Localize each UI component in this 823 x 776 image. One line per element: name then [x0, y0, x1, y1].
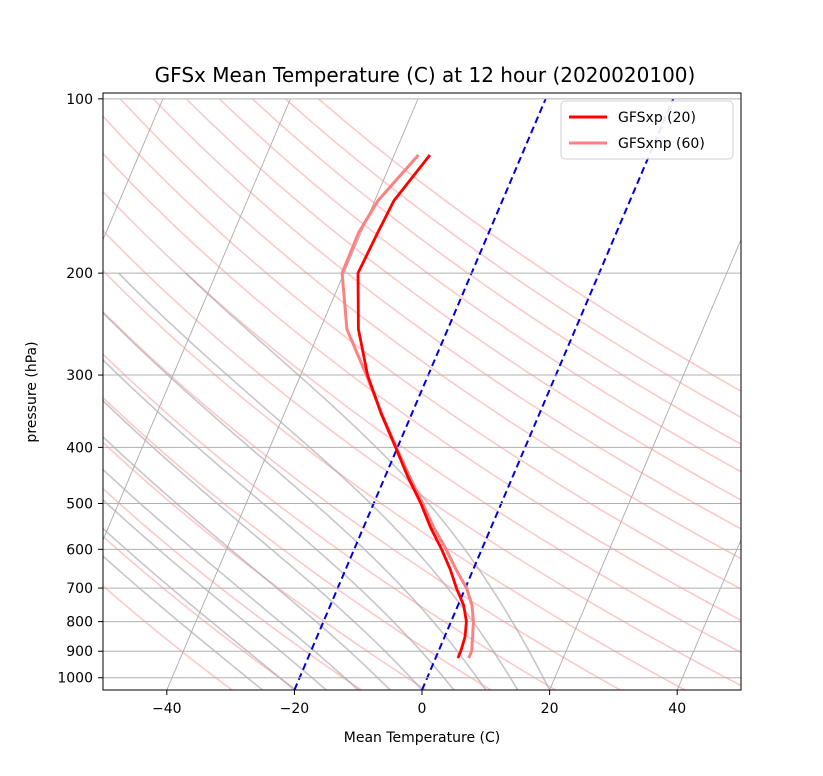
y-tick-label: 800: [66, 615, 93, 631]
x-tick-label: 20: [541, 701, 559, 717]
dry-adiabat-line: [251, 98, 741, 446]
x-tick-label: 0: [418, 701, 427, 717]
dry-adiabat-line: [103, 487, 362, 690]
dry-adiabat-line: [103, 310, 621, 690]
dry-adiabat-line: [103, 353, 556, 690]
x-tick-label: 40: [668, 701, 686, 717]
data-series: [340, 154, 475, 659]
x-tick-label: −20: [280, 701, 310, 717]
isotherm-line: [676, 538, 741, 690]
dry-adiabat-line: [218, 98, 741, 473]
y-tick-label: 300: [66, 368, 93, 384]
moist-adiabat-line: [185, 272, 551, 690]
isotherm-line: [103, 98, 291, 542]
moist-adiabat-line: [103, 399, 423, 690]
highlight-isotherm-line: [293, 98, 547, 690]
isotherm-line: [549, 238, 741, 690]
dry-adiabat-line: [152, 98, 741, 530]
series-line-2: [340, 154, 475, 659]
moist-adiabat-line: [103, 555, 263, 690]
moist-adiabat-line: [103, 468, 359, 690]
dry-adiabat-line: [103, 229, 741, 687]
moist-adiabat-line: [103, 527, 295, 690]
dry-adiabat-line: [284, 98, 741, 419]
y-tick-label: 500: [66, 496, 93, 512]
dry-adiabat-line: [103, 535, 298, 690]
dry-adiabat-line: [103, 441, 427, 690]
y-tick-label: 600: [66, 542, 93, 558]
dry-adiabat-line: [317, 98, 741, 393]
moist-adiabat-line: [103, 435, 391, 690]
y-tick-label: 900: [66, 644, 93, 660]
y-axis-label: pressure (hPa): [24, 341, 40, 442]
legend-label-1: GFSxp (20): [618, 110, 696, 126]
dry-adiabat-line: [103, 152, 741, 622]
y-tick-label: 100: [66, 92, 93, 108]
dry-adiabat-line: [103, 190, 741, 654]
x-axis-label: Mean Temperature (C): [344, 730, 500, 746]
x-axis-ticks: −40 −20 0 20 40: [152, 690, 686, 717]
highlight-isotherm-line: [421, 98, 675, 690]
dry-adiabat-line: [103, 584, 233, 690]
background-lines: [103, 98, 741, 690]
y-tick-label: 1000: [57, 671, 93, 687]
y-tick-label: 700: [66, 581, 93, 597]
legend: GFSxp (20) GFSxnp (60): [560, 100, 734, 160]
chart-title: GFSx Mean Temperature (C) at 12 hour (20…: [155, 63, 696, 87]
isotherm-line: [103, 98, 164, 241]
x-tick-label: −40: [152, 701, 182, 717]
dry-adiabat-line: [103, 115, 741, 590]
moist-adiabat-line: [103, 358, 455, 690]
moist-adiabat-line: [103, 498, 327, 690]
y-tick-label: 400: [66, 440, 93, 456]
isotherm-line: [166, 98, 419, 690]
dry-adiabat-line: [119, 98, 741, 560]
dry-adiabat-line: [103, 396, 492, 690]
series-line-1: [356, 154, 468, 659]
dry-adiabat-line: [185, 98, 741, 501]
pressure-gridlines: [103, 98, 741, 679]
legend-label-2: GFSxnp (60): [618, 136, 705, 152]
y-axis-ticks: 1000 900 800 700 600 500 400 300 200 100: [57, 92, 103, 687]
moist-adiabat-line: [118, 272, 519, 690]
y-tick-label: 200: [66, 266, 93, 282]
dry-adiabat-line: [103, 269, 686, 690]
